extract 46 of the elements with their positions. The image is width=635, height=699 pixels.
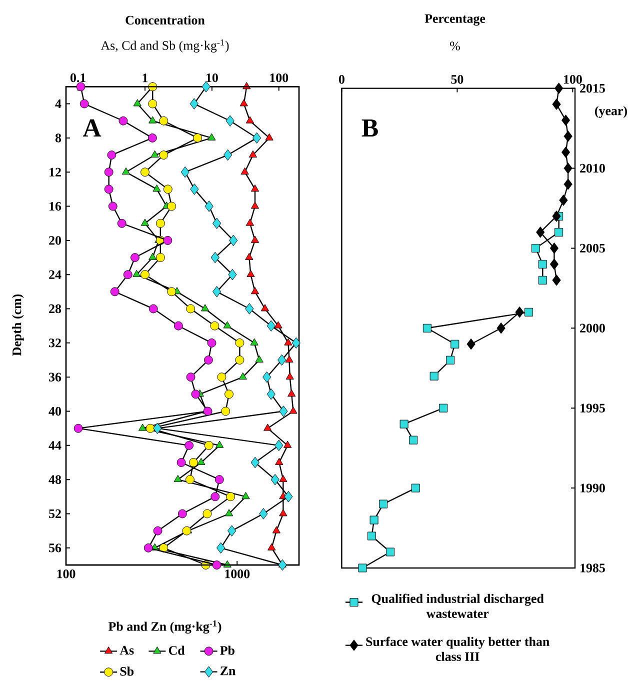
y-tick-label: 1985 xyxy=(580,564,605,572)
x-tick-label: 0 xyxy=(338,75,344,84)
x-tick-label: 1000 xyxy=(225,570,250,578)
y-tick-label: 2005 xyxy=(580,244,605,253)
x-tick-label: 100 xyxy=(564,75,582,84)
legend-label: Pb xyxy=(220,646,234,655)
chart-title: Concentration xyxy=(126,15,205,25)
y-tick-label: 16 xyxy=(50,202,62,211)
legend-label: Cd xyxy=(168,646,185,655)
y-tick-label: 36 xyxy=(49,372,62,382)
legend-label: Qualified industrial discharged wastewater xyxy=(372,594,544,618)
y-tick-label: 2015 xyxy=(580,84,605,93)
y-tick-label: 44 xyxy=(48,441,62,450)
y-tick-label: 40 xyxy=(48,406,61,416)
annotation: A xyxy=(82,119,102,137)
x-tick-label: 10 xyxy=(206,73,218,82)
y-tick-label: 2000 xyxy=(580,324,605,333)
y-tick-label: 48 xyxy=(48,475,62,484)
y-axis-title: Depth (cm) xyxy=(12,294,24,356)
y-tick-label: 52 xyxy=(49,509,61,518)
y-tick-label: 2010 xyxy=(580,164,605,173)
y-tick-label: 20 xyxy=(49,236,61,245)
x-tick-label: 100 xyxy=(57,570,76,578)
x-tick-label: 50 xyxy=(451,75,464,84)
y-tick-label: 1990 xyxy=(580,484,605,492)
annotation: B xyxy=(362,119,378,137)
x-tick-label: 0.1 xyxy=(70,73,86,82)
chart-title: Percentage xyxy=(424,14,486,26)
legend-label: Surface water quality better than class III xyxy=(366,636,550,661)
y-tick-label: 1995 xyxy=(580,404,605,412)
x-tick-label: 100 xyxy=(270,73,288,82)
legend-label: As xyxy=(120,646,134,655)
y-tick-label: 32 xyxy=(49,338,61,348)
legend-label: Sb xyxy=(120,666,134,676)
legend-label: Zn xyxy=(220,666,236,676)
x-axis-title: As, Cd and Sb (mg·kg$^{-1}$) xyxy=(100,39,229,53)
y-axis-title: (year) xyxy=(595,106,627,118)
x-axis-title: Pb and Zn (mg·kg$^{-1}$) xyxy=(108,620,222,634)
y-tick-label: 12 xyxy=(50,168,61,176)
x-axis-title: % xyxy=(450,42,460,50)
y-tick-label: 8 xyxy=(55,134,62,142)
y-tick-label: 28 xyxy=(49,304,62,314)
y-tick-label: 24 xyxy=(49,270,62,279)
y-tick-label: 4 xyxy=(55,100,62,108)
x-tick-label: 1 xyxy=(142,74,148,82)
y-tick-label: 56 xyxy=(49,544,62,552)
